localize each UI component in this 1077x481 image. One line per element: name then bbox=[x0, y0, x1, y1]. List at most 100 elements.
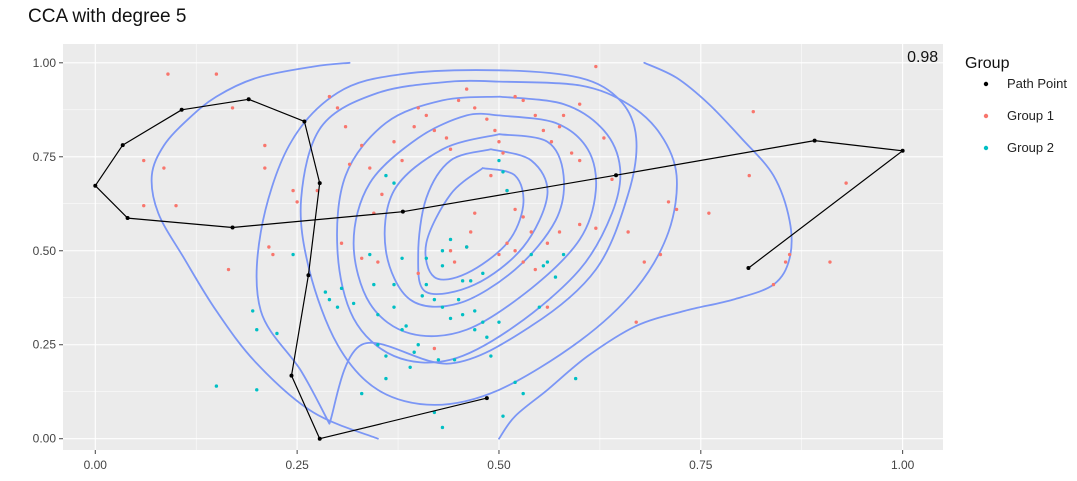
group-2-point[interactable] bbox=[501, 414, 505, 418]
group-2-point[interactable] bbox=[460, 279, 465, 283]
group-2-point[interactable] bbox=[275, 331, 279, 336]
group-2-point[interactable] bbox=[489, 354, 493, 358]
group-1-point[interactable] bbox=[533, 113, 537, 118]
path-point[interactable] bbox=[306, 273, 311, 278]
group-1-point[interactable] bbox=[271, 252, 275, 257]
group-1-point[interactable] bbox=[327, 94, 332, 99]
group-1-point[interactable] bbox=[787, 252, 792, 257]
group-1-point[interactable] bbox=[347, 162, 352, 166]
group-2-point[interactable] bbox=[255, 328, 259, 332]
group-1-point[interactable] bbox=[380, 192, 384, 197]
path-point[interactable] bbox=[302, 119, 307, 124]
group-2-point[interactable] bbox=[456, 297, 461, 302]
group-2-point[interactable] bbox=[545, 260, 550, 264]
group-2-point[interactable] bbox=[452, 358, 457, 362]
group-1-point[interactable] bbox=[505, 241, 509, 245]
group-2-point[interactable] bbox=[214, 384, 219, 388]
group-1-point[interactable] bbox=[521, 215, 525, 219]
group-2-point[interactable] bbox=[404, 324, 408, 328]
group-1-point[interactable] bbox=[452, 260, 457, 264]
group-2-point[interactable] bbox=[460, 312, 465, 317]
group-1-point[interactable] bbox=[392, 140, 396, 144]
group-1-point[interactable] bbox=[497, 140, 501, 144]
group-2-point[interactable] bbox=[553, 275, 558, 279]
group-2-point[interactable] bbox=[440, 249, 445, 253]
group-1-point[interactable] bbox=[416, 271, 420, 276]
group-1-point[interactable] bbox=[602, 136, 606, 140]
group-1-point[interactable] bbox=[291, 188, 295, 193]
group-1-point[interactable] bbox=[771, 282, 776, 287]
group-2-point[interactable] bbox=[400, 256, 404, 260]
group-2-point[interactable] bbox=[573, 376, 578, 381]
group-1-point[interactable] bbox=[751, 109, 755, 114]
group-2-point[interactable] bbox=[436, 358, 441, 362]
group-1-point[interactable] bbox=[295, 200, 299, 204]
group-1-point[interactable] bbox=[142, 203, 146, 208]
group-1-point[interactable] bbox=[577, 222, 582, 227]
group-1-point[interactable] bbox=[545, 305, 550, 309]
path-point[interactable] bbox=[614, 173, 619, 178]
group-1-point[interactable] bbox=[541, 128, 546, 133]
group-1-point[interactable] bbox=[162, 166, 166, 170]
group-1-point[interactable] bbox=[747, 173, 751, 178]
group-1-point[interactable] bbox=[501, 151, 505, 155]
group-2-point[interactable] bbox=[412, 350, 416, 354]
group-2-point[interactable] bbox=[408, 365, 412, 369]
group-2-point[interactable] bbox=[497, 158, 501, 163]
group-1-point[interactable] bbox=[828, 260, 832, 264]
group-1-point[interactable] bbox=[577, 158, 582, 163]
group-2-point[interactable] bbox=[392, 181, 396, 185]
path-point[interactable] bbox=[120, 143, 125, 148]
group-1-point[interactable] bbox=[376, 260, 380, 264]
group-2-point[interactable] bbox=[561, 252, 566, 257]
group-1-point[interactable] bbox=[368, 166, 372, 170]
group-2-point[interactable] bbox=[400, 328, 404, 332]
group-1-point[interactable] bbox=[666, 200, 671, 204]
group-1-point[interactable] bbox=[416, 106, 420, 110]
group-1-point[interactable] bbox=[464, 87, 469, 91]
group-1-point[interactable] bbox=[513, 94, 517, 99]
path-point[interactable] bbox=[317, 181, 322, 186]
group-2-point[interactable] bbox=[448, 316, 453, 321]
group-1-point[interactable] bbox=[412, 125, 416, 129]
group-2-point[interactable] bbox=[351, 301, 356, 306]
legend-entry-group-2[interactable]: Group 2 bbox=[983, 140, 1054, 155]
group-1-point[interactable] bbox=[610, 177, 614, 182]
group-1-point[interactable] bbox=[360, 143, 364, 148]
group-2-point[interactable] bbox=[392, 282, 396, 287]
group-1-point[interactable] bbox=[658, 252, 663, 257]
path-point[interactable] bbox=[484, 396, 489, 401]
group-2-point[interactable] bbox=[339, 286, 344, 291]
path-point[interactable] bbox=[900, 148, 905, 153]
group-2-point[interactable] bbox=[327, 297, 332, 302]
group-1-point[interactable] bbox=[456, 98, 461, 103]
group-2-point[interactable] bbox=[376, 343, 380, 347]
group-2-point[interactable] bbox=[448, 237, 453, 242]
group-2-point[interactable] bbox=[541, 264, 546, 268]
group-1-point[interactable] bbox=[343, 125, 348, 129]
group-1-point[interactable] bbox=[674, 207, 679, 212]
group-1-point[interactable] bbox=[557, 125, 562, 129]
group-1-point[interactable] bbox=[561, 113, 566, 118]
path-point[interactable] bbox=[125, 216, 130, 221]
group-1-point[interactable] bbox=[444, 136, 449, 140]
group-1-point[interactable] bbox=[489, 173, 493, 178]
group-1-point[interactable] bbox=[493, 128, 497, 133]
group-1-point[interactable] bbox=[166, 72, 170, 76]
group-1-point[interactable] bbox=[634, 320, 638, 324]
group-1-point[interactable] bbox=[174, 203, 178, 208]
group-1-point[interactable] bbox=[626, 230, 630, 234]
group-1-point[interactable] bbox=[594, 64, 598, 69]
group-1-point[interactable] bbox=[263, 166, 267, 170]
path-point[interactable] bbox=[289, 373, 294, 378]
group-2-point[interactable] bbox=[384, 376, 388, 381]
group-1-point[interactable] bbox=[529, 230, 533, 234]
group-1-point[interactable] bbox=[469, 230, 473, 234]
group-2-point[interactable] bbox=[368, 252, 372, 257]
group-2-point[interactable] bbox=[521, 391, 525, 396]
group-1-point[interactable] bbox=[545, 241, 550, 245]
path-point[interactable] bbox=[400, 209, 405, 214]
group-2-point[interactable] bbox=[473, 328, 477, 332]
group-1-point[interactable] bbox=[473, 211, 477, 215]
group-2-point[interactable] bbox=[360, 391, 364, 396]
